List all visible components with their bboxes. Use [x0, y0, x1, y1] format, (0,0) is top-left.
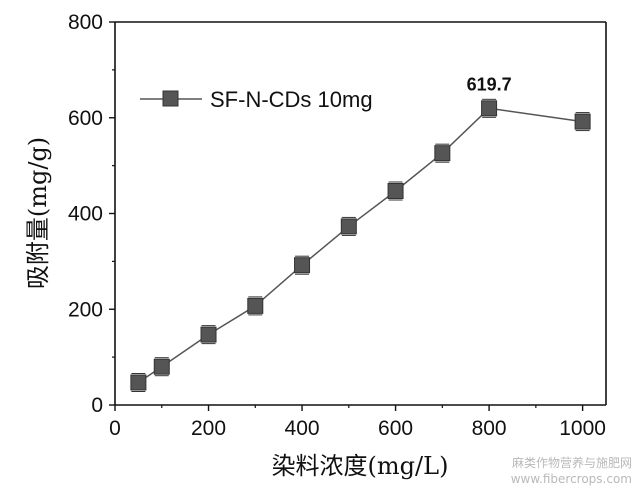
x-tick-label: 200: [191, 417, 226, 440]
legend-marker: [162, 90, 179, 107]
y-tick-label: 800: [68, 11, 103, 34]
y-ticks: 0 200 400 600 800: [68, 11, 115, 417]
series-layer: [130, 98, 591, 392]
data-point: [153, 358, 170, 375]
x-tick-label: 800: [472, 417, 507, 440]
data-point: [481, 100, 498, 117]
x-axis-title: 染料浓度(mg/L): [272, 452, 449, 480]
peak-annotation: 619.7: [467, 74, 512, 94]
data-point: [340, 218, 357, 235]
watermark: 麻类作物营养与施肥网 www.fibercrops.com: [511, 455, 632, 486]
x-tick-label: 0: [109, 417, 121, 440]
data-point: [200, 326, 217, 343]
legend-label: SF-N-CDs 10mg: [210, 87, 373, 112]
x-tick-label: 400: [285, 417, 320, 440]
y-tick-label: 0: [91, 394, 103, 417]
y-tick-label: 200: [68, 298, 103, 321]
watermark-line2: www.fibercrops.com: [511, 472, 632, 486]
data-point: [130, 374, 147, 391]
legend: SF-N-CDs 10mg: [140, 87, 373, 112]
x-tick-label: 1000: [559, 417, 606, 440]
series-line: [137, 107, 583, 384]
y-axis-title: 吸附量(mg/g): [24, 137, 52, 289]
x-ticks: 0 200 400 600 800 1000: [109, 405, 606, 440]
data-point: [574, 113, 591, 130]
x-tick-label: 600: [378, 417, 413, 440]
data-point: [294, 257, 311, 274]
watermark-line1: 麻类作物营养与施肥网: [512, 455, 632, 470]
data-point: [434, 145, 451, 162]
y-tick-label: 400: [68, 203, 103, 226]
y-tick-label: 600: [68, 107, 103, 130]
data-point: [387, 182, 404, 199]
data-point: [247, 297, 264, 314]
